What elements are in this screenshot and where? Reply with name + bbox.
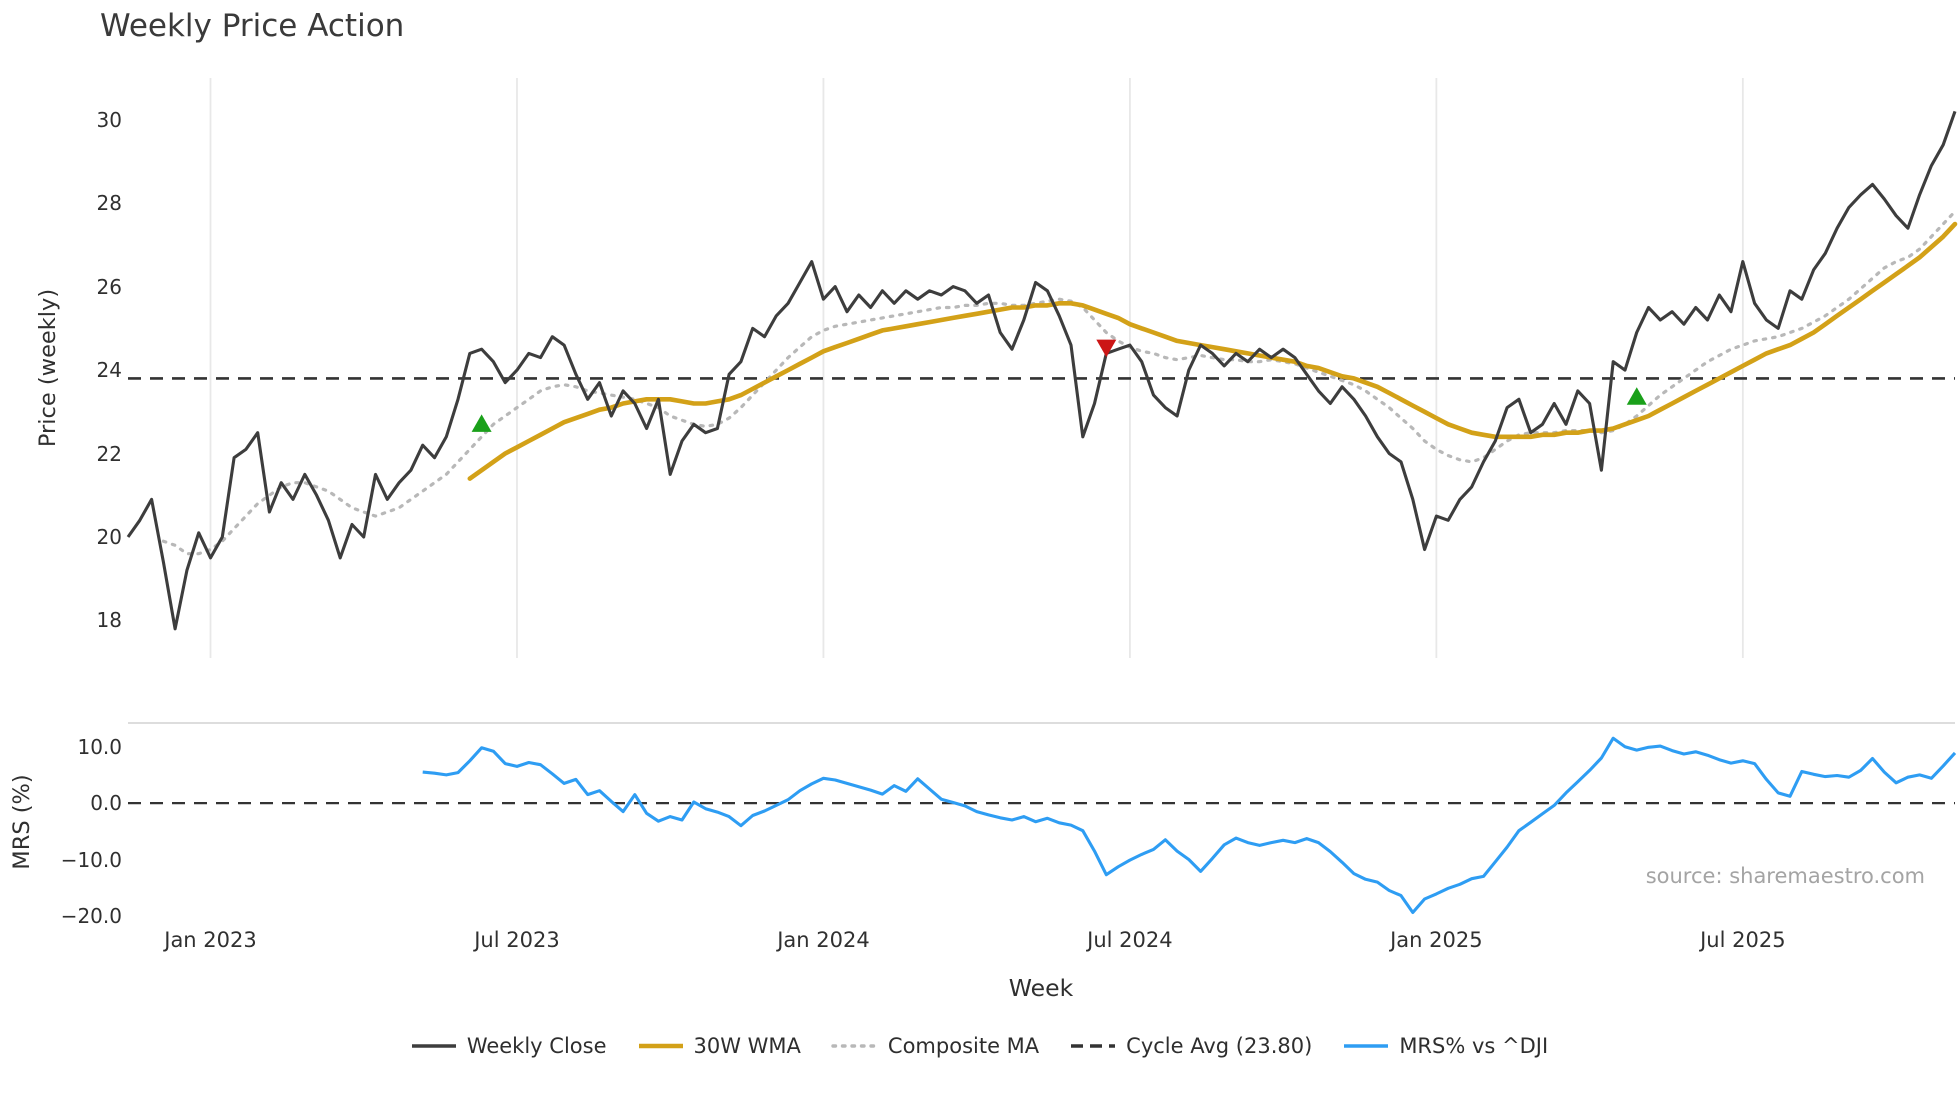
x-tick-label: Jan 2024 bbox=[777, 928, 870, 952]
mrs-tick-label: −20.0 bbox=[60, 903, 122, 928]
x-tick-label: Jan 2023 bbox=[164, 928, 257, 952]
price-tick-label: 22 bbox=[96, 441, 122, 466]
mrs-tick-label: 10.0 bbox=[77, 734, 122, 759]
price-tick-label: 30 bbox=[96, 107, 122, 132]
legend-line-sample bbox=[638, 1043, 683, 1049]
x-tick-label: Jul 2023 bbox=[474, 928, 560, 952]
legend-label: Cycle Avg (23.80) bbox=[1126, 1034, 1313, 1058]
legend-item-composite-ma: Composite MA bbox=[831, 1034, 1040, 1058]
price-tick-label: 28 bbox=[96, 191, 122, 216]
legend-line-sample bbox=[1344, 1044, 1389, 1048]
x-axis-label: Week bbox=[1008, 974, 1074, 1002]
mrs-tick-label: 0.0 bbox=[90, 791, 122, 816]
legend-label: 30W WMA bbox=[693, 1034, 801, 1058]
legend-label: MRS% vs ^DJI bbox=[1399, 1034, 1549, 1058]
x-tick-label: Jul 2025 bbox=[1700, 928, 1786, 952]
price-tick-label: 26 bbox=[96, 274, 122, 299]
price-tick-label: 24 bbox=[96, 358, 122, 383]
price-tick-label: 18 bbox=[96, 608, 122, 633]
legend-item-30w-wma: 30W WMA bbox=[638, 1034, 801, 1058]
legend-item-mrs: MRS% vs ^DJI bbox=[1344, 1034, 1548, 1058]
legend-item-cycle-avg: Cycle Avg (23.80) bbox=[1071, 1034, 1312, 1058]
legend-label: Weekly Close bbox=[466, 1034, 607, 1058]
legend-line-sample bbox=[411, 1044, 456, 1048]
price-tick-label: 20 bbox=[96, 524, 122, 549]
legend-item-weekly-close: Weekly Close bbox=[411, 1034, 607, 1058]
chart-title: Weekly Price Action bbox=[100, 8, 405, 44]
x-tick-label: Jul 2024 bbox=[1087, 928, 1173, 952]
mrs-tick-label: −10.0 bbox=[60, 847, 122, 872]
source-credit: source: sharemaestro.com bbox=[1645, 864, 1925, 888]
legend-label: Composite MA bbox=[887, 1034, 1040, 1058]
legend-line-sample bbox=[831, 1044, 879, 1048]
chart-legend: Weekly Close 30W WMA Composite MA Cycle … bbox=[0, 1034, 1960, 1058]
x-tick-label: Jan 2025 bbox=[1390, 928, 1483, 952]
legend-line-sample bbox=[1071, 1044, 1116, 1048]
